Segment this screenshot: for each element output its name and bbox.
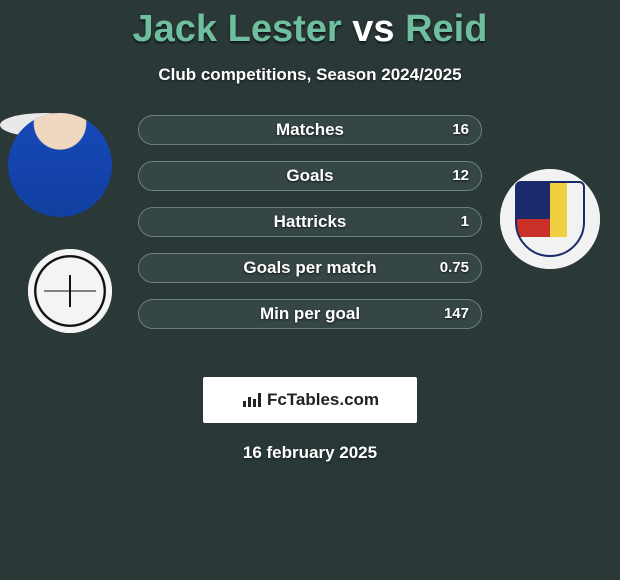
page-title: Jack Lester vs Reid [0, 0, 620, 51]
footer-date: 16 february 2025 [0, 443, 620, 463]
player1-name: Jack Lester [133, 8, 342, 50]
player1-photo [8, 113, 112, 217]
chart-icon [241, 391, 263, 409]
stat-label: Matches [139, 116, 481, 144]
subtitle: Club competitions, Season 2024/2025 [0, 65, 620, 85]
stat-row-matches: Matches 16 [138, 115, 482, 145]
stat-label: Goals per match [139, 254, 481, 282]
comparison-area: Matches 16 Goals 12 Hattricks 1 Goals pe… [0, 113, 620, 373]
stat-right-value: 147 [444, 300, 469, 328]
stat-label: Min per goal [139, 300, 481, 328]
stat-row-goals: Goals 12 [138, 161, 482, 191]
stat-row-hattricks: Hattricks 1 [138, 207, 482, 237]
stat-right-value: 1 [461, 208, 469, 236]
stat-label: Goals [139, 162, 481, 190]
brand-text: FcTables.com [267, 390, 379, 410]
player2-club-badge [500, 169, 600, 269]
player2-name: Reid [405, 8, 487, 50]
stat-right-value: 12 [452, 162, 469, 190]
player1-club-badge [28, 249, 112, 333]
vs-label: vs [352, 8, 394, 50]
brand-badge[interactable]: FcTables.com [203, 377, 417, 423]
stat-row-goals-per-match: Goals per match 0.75 [138, 253, 482, 283]
stat-bars: Matches 16 Goals 12 Hattricks 1 Goals pe… [138, 115, 482, 345]
stat-right-value: 0.75 [440, 254, 469, 282]
stat-row-min-per-goal: Min per goal 147 [138, 299, 482, 329]
stat-right-value: 16 [452, 116, 469, 144]
stat-label: Hattricks [139, 208, 481, 236]
